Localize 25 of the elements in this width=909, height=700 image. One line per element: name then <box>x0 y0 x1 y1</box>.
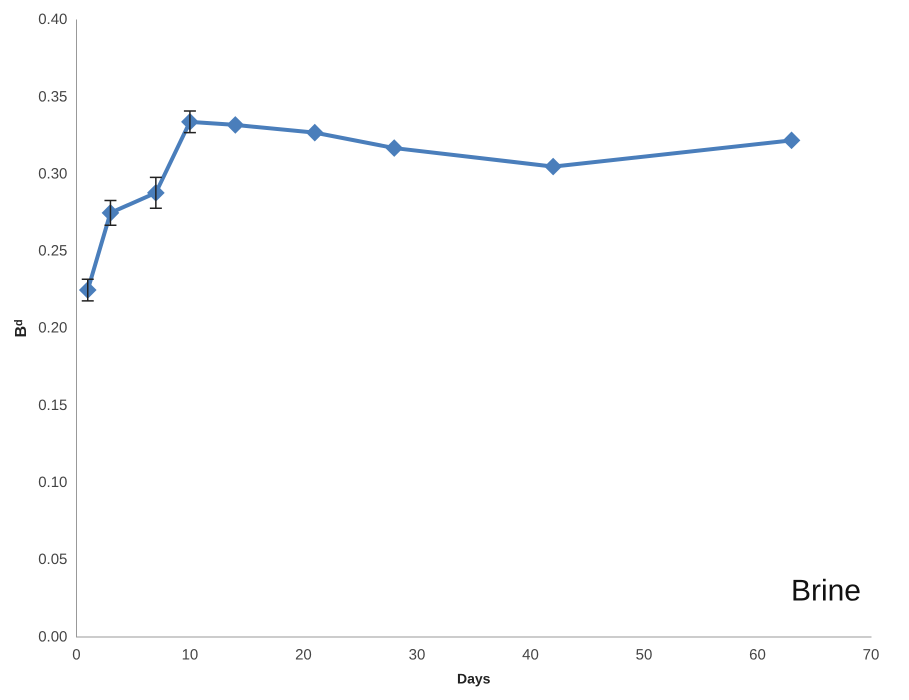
y-tick-label: 0.05 <box>38 551 68 568</box>
y-tick-label: 0.40 <box>38 11 68 28</box>
x-tick-label: 0 <box>72 646 81 664</box>
y-tick-label: 0.30 <box>38 165 68 182</box>
x-tick-label: 10 <box>182 646 198 664</box>
x-tick-label: 70 <box>862 646 880 664</box>
x-tick-label: 40 <box>522 646 539 664</box>
x-tick-label: 20 <box>295 646 312 664</box>
y-tick-label: 0.10 <box>38 474 68 492</box>
y-tick-label: 0.20 <box>38 320 68 337</box>
x-tick-label: 50 <box>636 646 652 664</box>
x-tick-label: 30 <box>408 646 426 664</box>
point <box>306 124 323 141</box>
y-tick-label: 0.00 <box>38 628 68 646</box>
x-tick-label: 60 <box>749 646 766 664</box>
point <box>784 132 800 148</box>
y-tick-label: 0.15 <box>38 396 68 414</box>
x-axis-title: Days <box>456 670 491 686</box>
point <box>386 140 402 156</box>
point <box>545 158 562 175</box>
annotation: Brine <box>790 574 861 608</box>
y-tick-label: 0.25 <box>38 242 68 260</box>
point <box>227 116 244 133</box>
y-axis-title: Bᵈ <box>13 320 30 338</box>
y-tick-label: 0.35 <box>38 88 68 106</box>
